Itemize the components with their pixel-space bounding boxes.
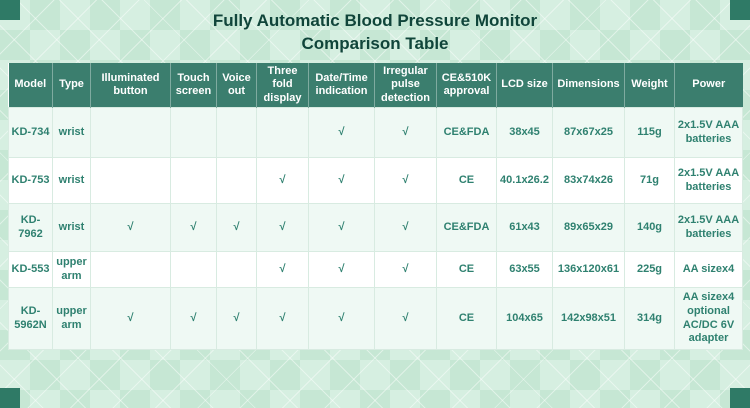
column-header-date-time-indication: Date/Time indication <box>308 62 375 108</box>
cell-three-fold-display: √ <box>256 203 309 253</box>
cell-lcd-size: 38x45 <box>496 107 553 159</box>
column-header-touch-screen: Touch screen <box>170 62 217 108</box>
column-header-irregular-pulse-detection: Irregular pulse detection <box>374 62 437 108</box>
cell-lcd-size: 61x43 <box>496 203 553 253</box>
cell-date-time: √ <box>308 287 375 351</box>
cell-date-time: √ <box>308 107 375 159</box>
table-row-kd-734: KD-734 wrist √ √ CE&FDA 38x45 87x67x25 1… <box>8 107 743 159</box>
cell-voice-out <box>216 157 257 205</box>
cell-touch-screen: √ <box>170 287 217 351</box>
comparison-table: Model Type Illuminated button Touch scre… <box>8 62 743 351</box>
cell-type: wrist <box>52 203 91 253</box>
column-header-voice-out: Voice out <box>216 62 257 108</box>
column-header-three-fold-display: Three fold display <box>256 62 309 108</box>
column-header-dimensions: Dimensions <box>552 62 625 108</box>
cell-three-fold-display: √ <box>256 287 309 351</box>
cell-model: KD-753 <box>8 157 53 205</box>
page-title-line1: Fully Automatic Blood Pressure Monitor <box>212 11 538 30</box>
cell-date-time: √ <box>308 157 375 205</box>
cell-illuminated-button: √ <box>90 287 171 351</box>
cell-power: AA sizex4 optional AC/DC 6V adapter <box>674 287 743 351</box>
corner-accent-top-right <box>730 0 750 20</box>
cell-irregular-pulse: √ <box>374 107 437 159</box>
cell-lcd-size: 63x55 <box>496 251 553 289</box>
cell-dimensions: 83x74x26 <box>552 157 625 205</box>
table-row-kd-5962n: KD-5962N upper arm √ √ √ √ √ √ CE 104x65… <box>8 287 743 351</box>
cell-model: KD-5962N <box>8 287 53 351</box>
cell-dimensions: 136x120x61 <box>552 251 625 289</box>
table-row-kd-7962: KD-7962 wrist √ √ √ √ √ √ CE&FDA 61x43 8… <box>8 203 743 253</box>
cell-irregular-pulse: √ <box>374 203 437 253</box>
cell-type: wrist <box>52 157 91 205</box>
cell-date-time: √ <box>308 203 375 253</box>
column-header-weight: Weight <box>624 62 675 108</box>
cell-type: upper arm <box>52 287 91 351</box>
cell-voice-out: √ <box>216 287 257 351</box>
cell-weight: 314g <box>624 287 675 351</box>
cell-type: wrist <box>52 107 91 159</box>
cell-irregular-pulse: √ <box>374 287 437 351</box>
cell-power: 2x1.5V AAA batteries <box>674 107 743 159</box>
cell-touch-screen <box>170 107 217 159</box>
cell-type: upper arm <box>52 251 91 289</box>
cell-voice-out <box>216 107 257 159</box>
table-row-kd-553: KD-553 upper arm √ √ √ CE 63x55 136x120x… <box>8 251 743 289</box>
cell-approval: CE&FDA <box>436 203 497 253</box>
corner-accent-bottom-right <box>730 388 750 408</box>
cell-illuminated-button: √ <box>90 203 171 253</box>
cell-power: 2x1.5V AAA batteries <box>674 203 743 253</box>
cell-approval: CE <box>436 287 497 351</box>
cell-dimensions: 142x98x51 <box>552 287 625 351</box>
cell-weight: 225g <box>624 251 675 289</box>
cell-model: KD-7962 <box>8 203 53 253</box>
cell-approval: CE <box>436 251 497 289</box>
cell-voice-out: √ <box>216 203 257 253</box>
page-title: Fully Automatic Blood Pressure Monitor C… <box>0 0 750 56</box>
cell-touch-screen <box>170 251 217 289</box>
cell-voice-out <box>216 251 257 289</box>
cell-weight: 115g <box>624 107 675 159</box>
page-title-line2: Comparison Table <box>301 34 449 54</box>
cell-model: KD-553 <box>8 251 53 289</box>
cell-illuminated-button <box>90 157 171 205</box>
cell-touch-screen: √ <box>170 203 217 253</box>
cell-irregular-pulse: √ <box>374 251 437 289</box>
cell-weight: 140g <box>624 203 675 253</box>
cell-three-fold-display: √ <box>256 157 309 205</box>
cell-weight: 71g <box>624 157 675 205</box>
cell-three-fold-display: √ <box>256 251 309 289</box>
cell-approval: CE <box>436 157 497 205</box>
column-header-lcd-size: LCD size <box>496 62 553 108</box>
cell-irregular-pulse: √ <box>374 157 437 205</box>
cell-power: AA sizex4 <box>674 251 743 289</box>
cell-lcd-size: 104x65 <box>496 287 553 351</box>
corner-accent-top-left <box>0 0 20 20</box>
cell-model: KD-734 <box>8 107 53 159</box>
corner-accent-bottom-left <box>0 388 20 408</box>
cell-dimensions: 89x65x29 <box>552 203 625 253</box>
header-row: Model Type Illuminated button Touch scre… <box>8 62 743 108</box>
cell-three-fold-display <box>256 107 309 159</box>
cell-dimensions: 87x67x25 <box>552 107 625 159</box>
table-row-kd-753: KD-753 wrist √ √ √ CE 40.1x26.2 83x74x26… <box>8 157 743 205</box>
cell-touch-screen <box>170 157 217 205</box>
cell-lcd-size: 40.1x26.2 <box>496 157 553 205</box>
cell-power: 2x1.5V AAA batteries <box>674 157 743 205</box>
cell-illuminated-button <box>90 251 171 289</box>
column-header-illuminated-button: Illuminated button <box>90 62 171 108</box>
column-header-ce-510k-approval: CE&510K approval <box>436 62 497 108</box>
cell-illuminated-button <box>90 107 171 159</box>
cell-approval: CE&FDA <box>436 107 497 159</box>
column-header-power: Power <box>674 62 743 108</box>
cell-date-time: √ <box>308 251 375 289</box>
column-header-type: Type <box>52 62 91 108</box>
column-header-model: Model <box>8 62 53 108</box>
